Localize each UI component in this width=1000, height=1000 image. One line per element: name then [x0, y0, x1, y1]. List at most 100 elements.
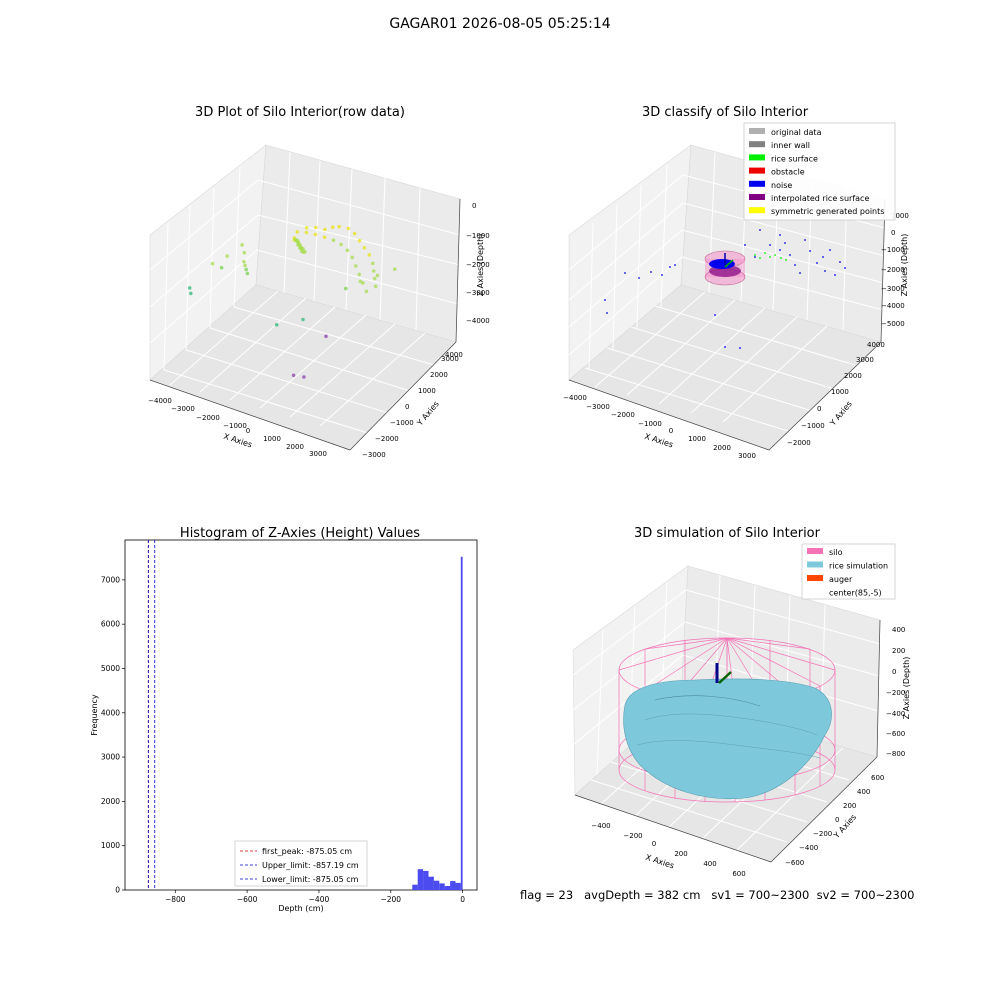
x-tick-label: 2000 — [286, 443, 304, 451]
x-tick-label: 0 — [246, 427, 250, 435]
data-point — [322, 235, 327, 240]
y-tick-label: 3000 — [101, 753, 120, 762]
legend-label: rice surface — [771, 154, 818, 163]
histogram-bar — [423, 870, 429, 890]
y-tick-label: 1000 — [101, 841, 120, 850]
z-tick-label: 400 — [892, 626, 905, 634]
surface3d-simulation: 3D simulation of Silo Interior — [572, 526, 911, 878]
x-tick-label: −1000 — [223, 422, 247, 430]
x-tick-label: −2000 — [611, 411, 635, 419]
figure-title: GAGAR01 2026-08-05 05:25:14 — [389, 16, 611, 32]
y-tick-label: 6000 — [101, 620, 120, 629]
x-tick-label: −4000 — [563, 394, 587, 402]
chart-title: Histogram of Z-Axies (Height) Values — [180, 526, 420, 541]
grid-lines — [149, 151, 461, 434]
data-point — [350, 255, 355, 260]
panel-simulation: 3D simulation of Silo Interior — [555, 520, 915, 890]
data-point — [371, 261, 375, 266]
chart-title: 3D Plot of Silo Interior(row data) — [195, 105, 405, 120]
data-point — [295, 230, 300, 234]
grid-lines — [568, 151, 886, 432]
legend: first_peak: -875.05 cm Upper_limit: -857.… — [234, 840, 368, 887]
z-tick-label: −400 — [886, 710, 905, 718]
data-point — [352, 231, 357, 236]
z-tick-label: 1000 — [891, 212, 909, 220]
y-tick-label: 4000 — [867, 341, 885, 349]
legend-label: obstacle — [771, 168, 805, 177]
data-point — [189, 291, 193, 296]
legend: silo rice simulation auger center(85,-5) — [801, 543, 896, 600]
histogram-bar — [412, 884, 418, 890]
data-point — [344, 286, 348, 291]
z-tick-label: −1000 — [881, 246, 905, 254]
x-tick-label: 600 — [732, 870, 745, 878]
y-axis-label: Frequency — [90, 694, 99, 736]
data-point — [392, 267, 397, 271]
legend-label: inner wall — [771, 141, 810, 150]
legend-label: noise — [771, 181, 792, 190]
summary-status: flag = 23 avgDepth = 382 cm sv1 = 700~23… — [520, 888, 915, 902]
legend-swatch — [749, 167, 765, 174]
z-tick-label: −1000 — [466, 232, 490, 240]
data-point — [354, 264, 358, 268]
data-point — [313, 225, 318, 230]
y-tick-label: 1000 — [831, 388, 849, 396]
z-tick-label: 0 — [891, 229, 895, 237]
x-tick-label: 3000 — [309, 450, 327, 458]
z-tick-label: −3000 — [881, 285, 905, 293]
legend-label: auger — [829, 575, 853, 584]
z-tick-label: −5000 — [881, 320, 905, 328]
data-point — [301, 317, 305, 322]
y-tick-label: 4000 — [445, 351, 463, 359]
data-point — [240, 243, 244, 247]
data-point — [367, 253, 372, 257]
x-axis-label: Depth (cm) — [278, 904, 323, 913]
rice-surface — [623, 678, 832, 799]
legend-swatch — [749, 180, 765, 187]
histogram-bar — [428, 876, 434, 890]
y-tick-label: −200 — [813, 830, 832, 838]
data-point — [345, 248, 350, 253]
chart-title: 3D classify of Silo Interior — [642, 105, 809, 120]
legend-label: silo — [829, 548, 843, 557]
y-tick-label: 0 — [835, 816, 839, 824]
data-point — [242, 259, 246, 264]
data-point — [210, 261, 215, 266]
z-tick-label: 0 — [892, 668, 896, 676]
y-tick-label: 3000 — [856, 356, 874, 364]
noise-points — [604, 229, 846, 349]
legend-swatch — [749, 141, 765, 148]
x-axis-label: X Axies — [644, 853, 675, 871]
y-axis: 0 1000 2000 3000 4000 5000 6000 7000 — [101, 575, 125, 895]
data-point — [330, 225, 335, 229]
data-point — [339, 242, 343, 247]
x-tick-label: 3000 — [738, 452, 756, 460]
y-tick-label: 0 — [115, 886, 120, 895]
auger — [715, 663, 732, 684]
data-point — [324, 334, 328, 339]
histogram-bar — [450, 881, 456, 890]
panel-row-data: 3D Plot of Silo Interior(row data) −4000 — [130, 95, 490, 475]
data-points — [187, 224, 397, 379]
x-tick-label: −3000 — [171, 405, 195, 413]
legend-label: interpolated rice surface — [771, 194, 869, 203]
data-point — [242, 250, 247, 255]
data-point — [372, 276, 377, 281]
data-point — [299, 245, 303, 249]
legend-label: center(85,-5) — [829, 589, 882, 598]
y-tick-label: 200 — [843, 802, 856, 810]
y-tick-label: 3000 — [441, 355, 459, 363]
x-tick-label: −600 — [237, 895, 258, 904]
data-point — [187, 286, 192, 290]
legend-swatch — [807, 548, 823, 554]
x-tick-label: −2000 — [196, 414, 220, 422]
x-tick-label: 0 — [460, 895, 465, 904]
x-tick-label: −200 — [623, 832, 642, 840]
legend-label: first_peak: -875.05 cm — [262, 847, 352, 856]
y-axis-label: Y Axies — [415, 399, 441, 428]
x-tick-label: 0 — [669, 427, 673, 435]
z-tick-label: −4000 — [466, 317, 490, 325]
y-tick-label: 5000 — [101, 664, 120, 673]
legend-label: rice simulation — [829, 562, 888, 571]
scatter3d-classify: 3D classify of Silo Interior — [563, 105, 909, 460]
